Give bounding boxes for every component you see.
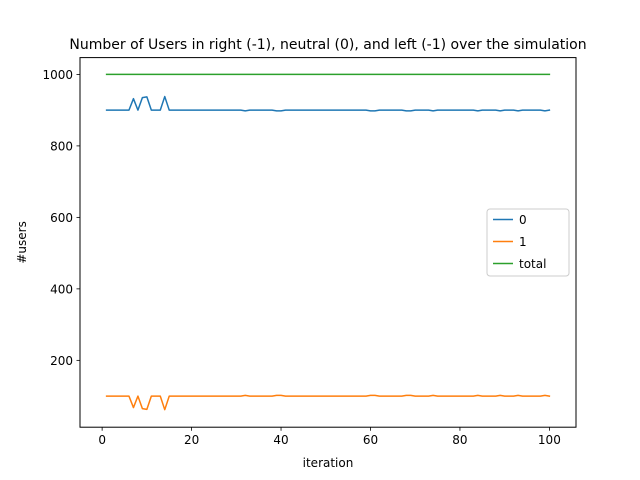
- y-axis-ticks: 200 400 600 800 1000: [42, 68, 80, 368]
- series-line-0: [105, 95, 551, 112]
- y-tick-label: 600: [50, 211, 73, 225]
- x-tick-label: 20: [184, 433, 199, 447]
- x-axis-ticks: 0 20 40 60 80 100: [98, 427, 561, 447]
- y-tick-label: 800: [50, 139, 73, 153]
- y-tick-label: 1000: [42, 68, 73, 82]
- chart-title: Number of Users in right (-1), neutral (…: [69, 37, 586, 53]
- plot-frame: [79, 57, 577, 428]
- legend-label-total: total: [519, 257, 546, 271]
- series-line-1: [105, 394, 551, 411]
- series-layer: [105, 73, 551, 411]
- x-tick-label: 0: [98, 433, 106, 447]
- legend: 0 1 total: [486, 208, 570, 277]
- x-tick-label: 100: [538, 433, 561, 447]
- y-tick-label: 400: [50, 282, 73, 296]
- legend-box: [486, 208, 570, 277]
- x-tick-label: 80: [452, 433, 467, 447]
- y-axis-label: #users: [15, 221, 29, 263]
- x-tick-label: 40: [273, 433, 288, 447]
- y-tick-label: 200: [50, 354, 73, 368]
- legend-label-0: 0: [519, 213, 527, 227]
- x-tick-label: 60: [363, 433, 378, 447]
- legend-label-1: 1: [519, 235, 527, 249]
- x-axis-label: iteration: [303, 456, 354, 470]
